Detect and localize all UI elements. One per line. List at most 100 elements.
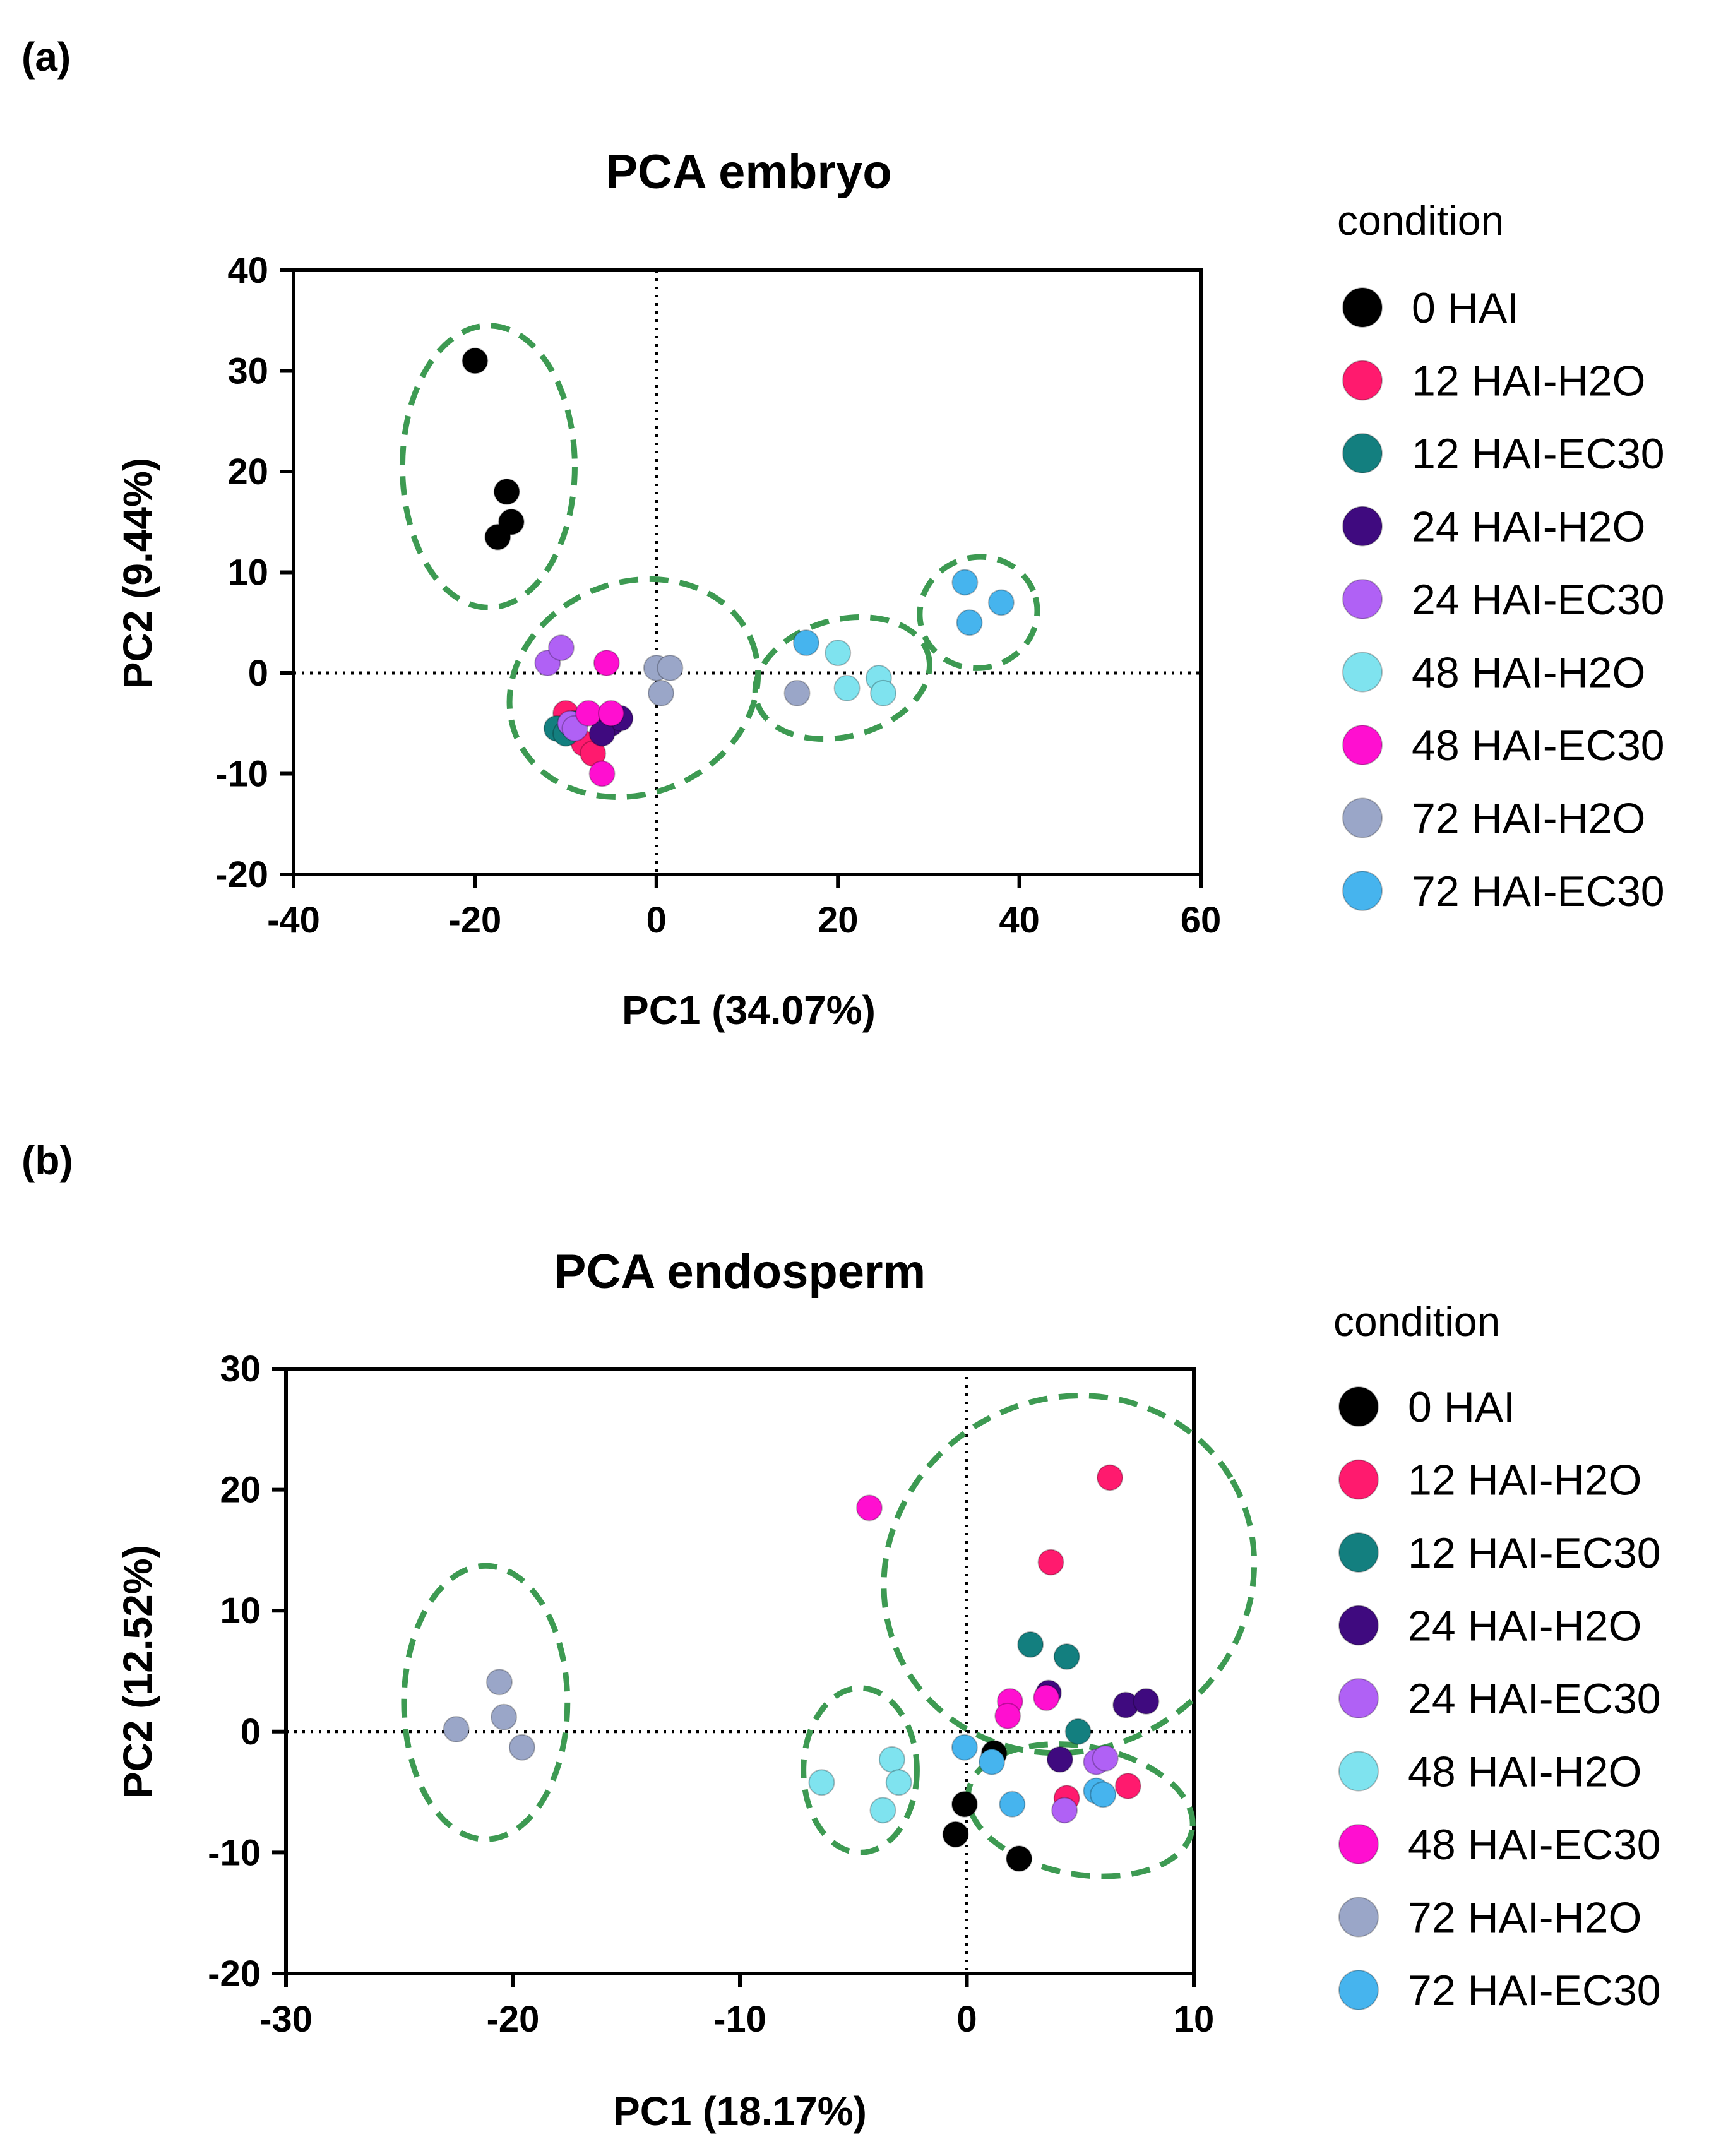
- legend-marker: [1338, 1459, 1379, 1500]
- legend-marker: [1338, 1678, 1379, 1718]
- data-point-48-hai-h2o: [869, 1797, 896, 1824]
- legend-label: 48 HAI-H2O: [1412, 649, 1645, 697]
- legend-marker: [1342, 797, 1383, 838]
- y-tick-label: 30: [227, 351, 268, 392]
- data-point-48-hai-ec30: [597, 700, 624, 727]
- y-tick-label: 10: [227, 552, 268, 593]
- panel-label-a: (a): [21, 34, 71, 80]
- data-point-72-hai-ec30: [956, 609, 983, 636]
- y-axis-title-a: PC2 (9.44%): [115, 458, 160, 689]
- data-point-12-hai-ec30: [1053, 1643, 1080, 1671]
- legend-marker: [1342, 652, 1383, 693]
- data-point-48-hai-h2o: [808, 1769, 835, 1796]
- y-tick-label: 30: [220, 1349, 261, 1390]
- y-tick-label: 20: [227, 451, 268, 492]
- legend-marker: [1338, 1605, 1379, 1646]
- legend-label: 72 HAI-H2O: [1408, 1894, 1641, 1942]
- legend-marker: [1342, 725, 1383, 765]
- y-tick-label: -10: [208, 1832, 261, 1873]
- cluster-ellipse: [399, 323, 578, 610]
- x-tick-label: -10: [713, 1999, 766, 2040]
- plot-axes-a: -40 -20 0 20 40 60 -20 -10 0 10 20 30 40: [215, 250, 1221, 941]
- data-point-72-hai-h2o: [508, 1734, 535, 1761]
- legend-marker: [1338, 1386, 1379, 1427]
- legend-marker: [1342, 506, 1383, 547]
- legend-title-b: condition: [1333, 1298, 1500, 1345]
- legend-label: 24 HAI-EC30: [1408, 1675, 1661, 1723]
- cluster-ellipse: [752, 614, 933, 742]
- data-point-48-hai-ec30: [575, 700, 602, 727]
- legend-label: 24 HAI-H2O: [1408, 1602, 1641, 1650]
- x-tick-label: 40: [999, 900, 1040, 941]
- chart-title-a: PCA embryo: [605, 145, 891, 199]
- data-point-24-hai-h2o: [1133, 1688, 1160, 1715]
- cluster-ellipse: [401, 1563, 571, 1842]
- panel-label-b: (b): [21, 1138, 73, 1183]
- data-point-72-hai-ec30: [987, 589, 1015, 616]
- data-point-0-hai: [951, 1790, 978, 1818]
- cluster-ellipse: [506, 576, 761, 801]
- data-point-72-hai-h2o: [443, 1715, 470, 1742]
- data-point-48-hai-h2o: [833, 674, 861, 701]
- legend-b: condition 0 HAI 12 HAI-H2O 12 HAI-EC30 24 H…: [1333, 1298, 1661, 2015]
- data-point-48-hai-ec30: [855, 1494, 883, 1522]
- cluster-ellipse: [801, 1685, 920, 1855]
- legend-marker: [1342, 433, 1383, 473]
- legend-label: 72 HAI-H2O: [1412, 795, 1645, 843]
- data-point-0-hai: [484, 523, 511, 551]
- y-tick-label: 0: [248, 653, 268, 694]
- y-tick-label: -10: [215, 754, 268, 795]
- panel-a: (a) PCA embryo -40 -20 0 20 40 60 -20 -10 0 10 20 3…: [21, 34, 1665, 1033]
- x-tick-label: 60: [1181, 900, 1222, 941]
- x-tick-label: -20: [487, 1999, 540, 2040]
- data-point-12-hai-h2o: [1114, 1773, 1141, 1800]
- panel-b: (b) PCA endosperm -30 -20 -10 0 10 -20 -10 0 10 2…: [21, 1138, 1661, 2134]
- data-point-48-hai-ec30: [593, 650, 620, 677]
- legend-marker: [1342, 360, 1383, 401]
- x-tick-label: -30: [259, 1999, 313, 2040]
- legend-label: 48 HAI-EC30: [1412, 722, 1665, 770]
- y-tick-label: 10: [220, 1590, 261, 1631]
- data-point-12-hai-h2o: [1037, 1549, 1064, 1576]
- data-point-72-hai-h2o: [491, 1703, 518, 1730]
- legend-label: 12 HAI-H2O: [1408, 1456, 1641, 1504]
- x-tick-label: -20: [448, 900, 501, 941]
- legend-a: condition 0 HAI 12 HAI-H2O 12 HAI-EC30 24 H…: [1337, 197, 1665, 915]
- legend-title-a: condition: [1337, 197, 1504, 244]
- cluster-ellipses-a: [399, 323, 1040, 801]
- data-point-24-hai-h2o: [1046, 1746, 1073, 1773]
- data-point-0-hai: [942, 1821, 969, 1848]
- data-point-24-hai-ec30: [547, 634, 575, 662]
- legend-marker: [1338, 1751, 1379, 1792]
- data-point-72-hai-h2o: [783, 679, 811, 706]
- legend-label: 12 HAI-H2O: [1412, 357, 1645, 405]
- data-point-48-hai-h2o: [870, 679, 897, 706]
- x-tick-label: 10: [1174, 1999, 1215, 2040]
- data-point-72-hai-ec30: [1090, 1781, 1117, 1808]
- legend-label: 48 HAI-H2O: [1408, 1748, 1641, 1796]
- legend-label: 12 HAI-EC30: [1412, 430, 1665, 478]
- data-point-48-hai-ec30: [1033, 1684, 1060, 1712]
- legend-marker: [1342, 871, 1383, 911]
- data-point-48-hai-h2o: [825, 640, 852, 667]
- data-points-b: [443, 1464, 1160, 1872]
- chart-title-b: PCA endosperm: [554, 1245, 926, 1299]
- y-tick-label: -20: [215, 854, 268, 895]
- data-point-24-hai-ec30: [1092, 1744, 1119, 1772]
- legend-label: 24 HAI-EC30: [1412, 576, 1665, 624]
- data-point-72-hai-ec30: [951, 569, 979, 596]
- legend-label: 72 HAI-EC30: [1412, 867, 1665, 915]
- x-axis-title-a: PC1 (34.07%): [622, 987, 876, 1033]
- legend-marker: [1338, 1897, 1379, 1938]
- legend-label: 72 HAI-EC30: [1408, 1967, 1661, 2015]
- data-point-72-hai-ec30: [979, 1748, 1006, 1775]
- data-point-72-hai-ec30: [999, 1790, 1026, 1818]
- y-tick-label: 40: [227, 250, 268, 291]
- x-axis-title-b: PC1 (18.17%): [613, 2088, 867, 2134]
- plot-frame: [284, 1367, 1196, 1975]
- legend-label: 0 HAI: [1408, 1383, 1515, 1431]
- data-point-0-hai: [493, 478, 520, 505]
- x-tick-label: 0: [956, 1999, 977, 2040]
- x-tick-label: 20: [818, 900, 859, 941]
